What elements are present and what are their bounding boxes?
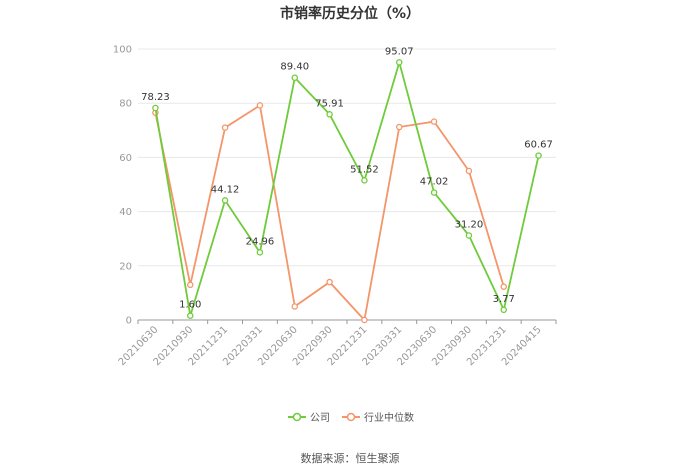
- data-label: 51.52: [350, 164, 379, 175]
- data-label: 31.20: [455, 219, 484, 230]
- data-label: 3.77: [493, 294, 515, 305]
- data-label: 24.96: [246, 236, 275, 247]
- data-label: 75.91: [315, 98, 344, 109]
- data-label: 47.02: [420, 177, 449, 188]
- y-tick-label: 100: [113, 45, 132, 56]
- point-company[interactable]: [186, 312, 194, 319]
- data-label: 89.40: [280, 62, 309, 73]
- point-industry[interactable]: [395, 123, 403, 131]
- y-tick-label: 60: [119, 153, 132, 164]
- legend-label-industry[interactable]: 行业中位数: [364, 411, 414, 424]
- series-group: [152, 59, 542, 324]
- point-company[interactable]: [326, 111, 333, 118]
- point-industry[interactable]: [256, 102, 264, 109]
- point-industry[interactable]: [430, 118, 438, 125]
- series-line-company: [154, 59, 540, 316]
- legend[interactable]: 公司 行业中位数: [288, 411, 414, 424]
- y-tick-label: 40: [119, 207, 132, 218]
- point-industry[interactable]: [326, 278, 333, 286]
- data-label: 78.23: [141, 92, 170, 103]
- point-company[interactable]: [291, 74, 298, 81]
- point-company[interactable]: [361, 177, 368, 184]
- data-label: 1.60: [179, 300, 201, 311]
- data-label: 95.07: [385, 46, 414, 57]
- legend-marker-industry: [346, 412, 356, 422]
- point-company[interactable]: [256, 249, 264, 256]
- point-company[interactable]: [221, 197, 229, 204]
- source-note: 数据来源：恒生聚源: [301, 451, 400, 465]
- point-company[interactable]: [500, 306, 507, 314]
- data-labels: 78.23 1.60 44.12 24.96 89.40 75.91 51.52 95.07 4…: [141, 46, 553, 310]
- chart-title: 市销率历史分位（%）: [280, 5, 420, 22]
- point-company[interactable]: [465, 232, 473, 239]
- point-industry[interactable]: [465, 167, 473, 175]
- point-company[interactable]: [535, 152, 542, 159]
- point-company[interactable]: [395, 59, 403, 66]
- point-industry[interactable]: [221, 124, 229, 131]
- y-tick-label: 0: [126, 316, 132, 327]
- legend-label-company[interactable]: 公司: [310, 413, 330, 424]
- legend-marker-company: [292, 412, 302, 422]
- point-industry[interactable]: [500, 283, 507, 290]
- data-label: 60.67: [524, 140, 553, 151]
- point-industry[interactable]: [361, 316, 368, 324]
- y-tick-label: 80: [119, 99, 132, 110]
- point-industry[interactable]: [186, 281, 194, 289]
- x-axis: 2021063020210930202112312022033120220630…: [117, 319, 557, 368]
- y-tick-label: 20: [119, 261, 132, 272]
- data-label: 44.12: [211, 184, 240, 195]
- point-industry[interactable]: [291, 303, 298, 310]
- point-company[interactable]: [430, 189, 438, 196]
- grid: [138, 48, 556, 267]
- y-axis: 0 20 40 60 80 100: [113, 45, 132, 327]
- point-company[interactable]: [152, 104, 159, 112]
